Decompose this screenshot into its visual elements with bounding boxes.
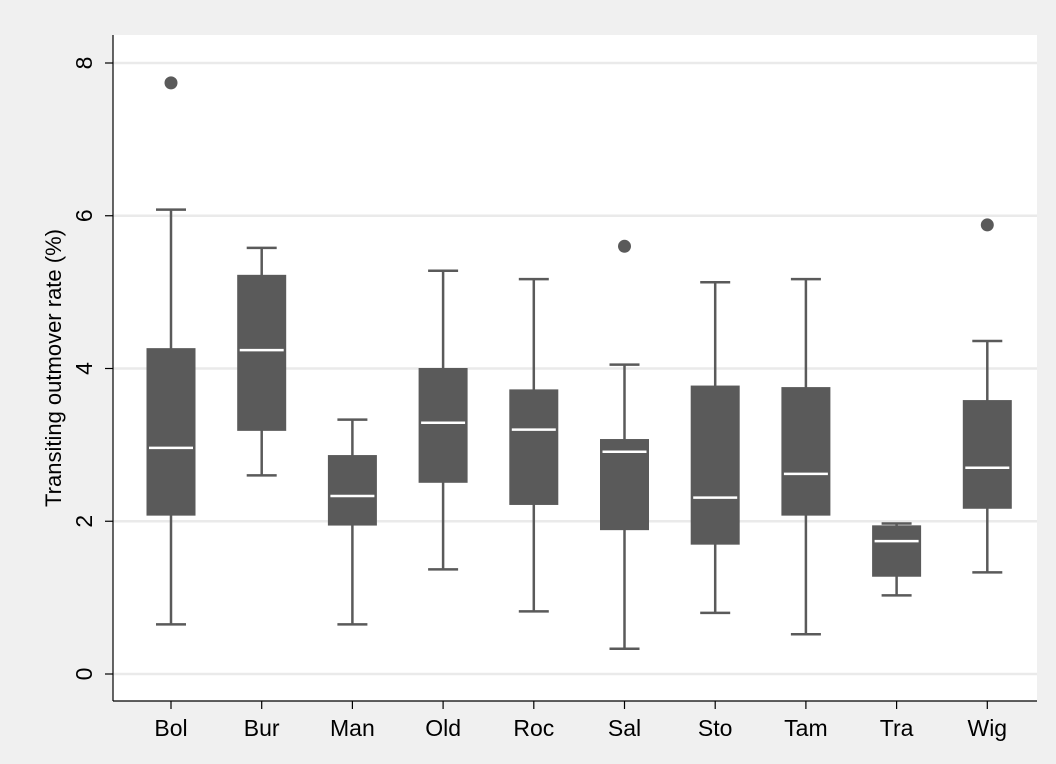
box-body-sal bbox=[600, 439, 649, 531]
x-tick-label-sal: Sal bbox=[608, 715, 641, 741]
box-body-roc bbox=[509, 389, 559, 505]
gridlines bbox=[113, 61, 1037, 676]
box-body-bol bbox=[146, 348, 196, 516]
box-sto bbox=[690, 280, 740, 615]
box-body-wig bbox=[962, 400, 1012, 509]
box-tra bbox=[872, 522, 922, 597]
box-body-sto bbox=[690, 385, 740, 545]
x-tick-label-bur: Bur bbox=[244, 715, 280, 741]
x-tick-label-tam: Tam bbox=[784, 715, 827, 741]
y-tick-label-0: 0 bbox=[71, 668, 97, 681]
box-body-bur bbox=[237, 274, 287, 431]
y-axis-title: Transiting outmover rate (%) bbox=[41, 229, 66, 507]
boxes bbox=[146, 76, 1012, 651]
outlier-point-bol-0 bbox=[164, 76, 178, 90]
box-body-old bbox=[418, 368, 468, 483]
y-tick-label-2: 2 bbox=[71, 515, 97, 528]
box-wig bbox=[962, 218, 1012, 574]
x-tick-label-man: Man bbox=[330, 715, 375, 741]
x-tick-label-wig: Wig bbox=[967, 715, 1007, 741]
box-body-tra bbox=[872, 525, 922, 577]
y-tick-label-6: 6 bbox=[71, 209, 97, 222]
box-roc bbox=[509, 277, 559, 613]
box-body-tam bbox=[781, 387, 831, 516]
x-tick-label-roc: Roc bbox=[513, 715, 554, 741]
outlier-point-sal-0 bbox=[618, 239, 631, 253]
outlier-point-wig-0 bbox=[980, 218, 994, 232]
x-tick-label-old: Old bbox=[425, 715, 461, 741]
y-tick-label-4: 4 bbox=[71, 362, 97, 375]
box-bol bbox=[146, 76, 196, 626]
x-tick-label-bol: Bol bbox=[154, 715, 187, 741]
box-tam bbox=[781, 277, 831, 636]
y-ticks: 0 2 4 6 8 bbox=[71, 57, 113, 681]
y-tick-label-8: 8 bbox=[71, 57, 97, 70]
x-tick-label-sto: Sto bbox=[698, 715, 733, 741]
x-ticks: Bol Bur Man Old Roc Sal Sto Tam Tra Wig bbox=[154, 701, 1007, 741]
box-man bbox=[327, 418, 377, 626]
box-body-man bbox=[327, 455, 377, 526]
box-sal bbox=[600, 239, 649, 651]
x-tick-label-tra: Tra bbox=[880, 715, 914, 741]
box-bur bbox=[237, 246, 287, 477]
box-old bbox=[418, 269, 468, 571]
